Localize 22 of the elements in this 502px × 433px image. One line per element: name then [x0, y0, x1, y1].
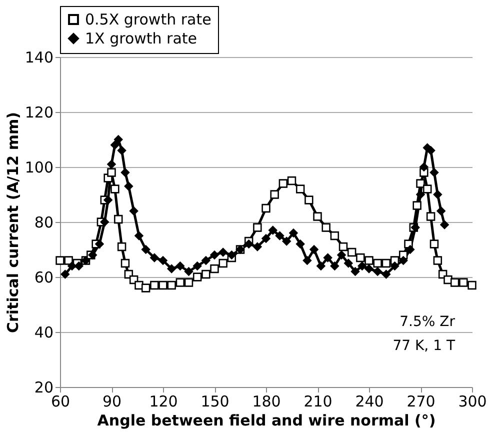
x-tick-label: 240 [355, 392, 384, 410]
y-tick-label: 40 [34, 324, 54, 342]
x-tick-label: 150 [200, 392, 230, 410]
y-tick-label: 120 [24, 104, 54, 122]
y-axis-title: Critical current (A/12 mm) [4, 112, 22, 334]
y-tick-label: 60 [34, 268, 54, 286]
y-tick-label: 140 [24, 48, 54, 66]
annotation: 7.5% Zr [400, 314, 456, 330]
y-tick-label: 80 [34, 214, 54, 232]
x-tick-label: 60 [50, 392, 70, 410]
annotation: 77 K, 1 T [392, 338, 456, 354]
x-tick-label: 90 [102, 392, 122, 410]
y-tick-label: 20 [34, 378, 54, 396]
x-tick-label: 180 [252, 392, 281, 410]
legend-label: 1X growth rate [85, 30, 198, 48]
x-tick-label: 300 [458, 392, 487, 410]
legend-label: 0.5X growth rate [85, 10, 212, 28]
x-tick-label: 120 [149, 392, 178, 410]
x-axis-title: Angle between field and wire normal (°) [97, 412, 436, 430]
x-tick-label: 270 [406, 392, 436, 410]
x-tick-label: 210 [304, 392, 332, 410]
y-tick-label: 100 [24, 158, 54, 176]
